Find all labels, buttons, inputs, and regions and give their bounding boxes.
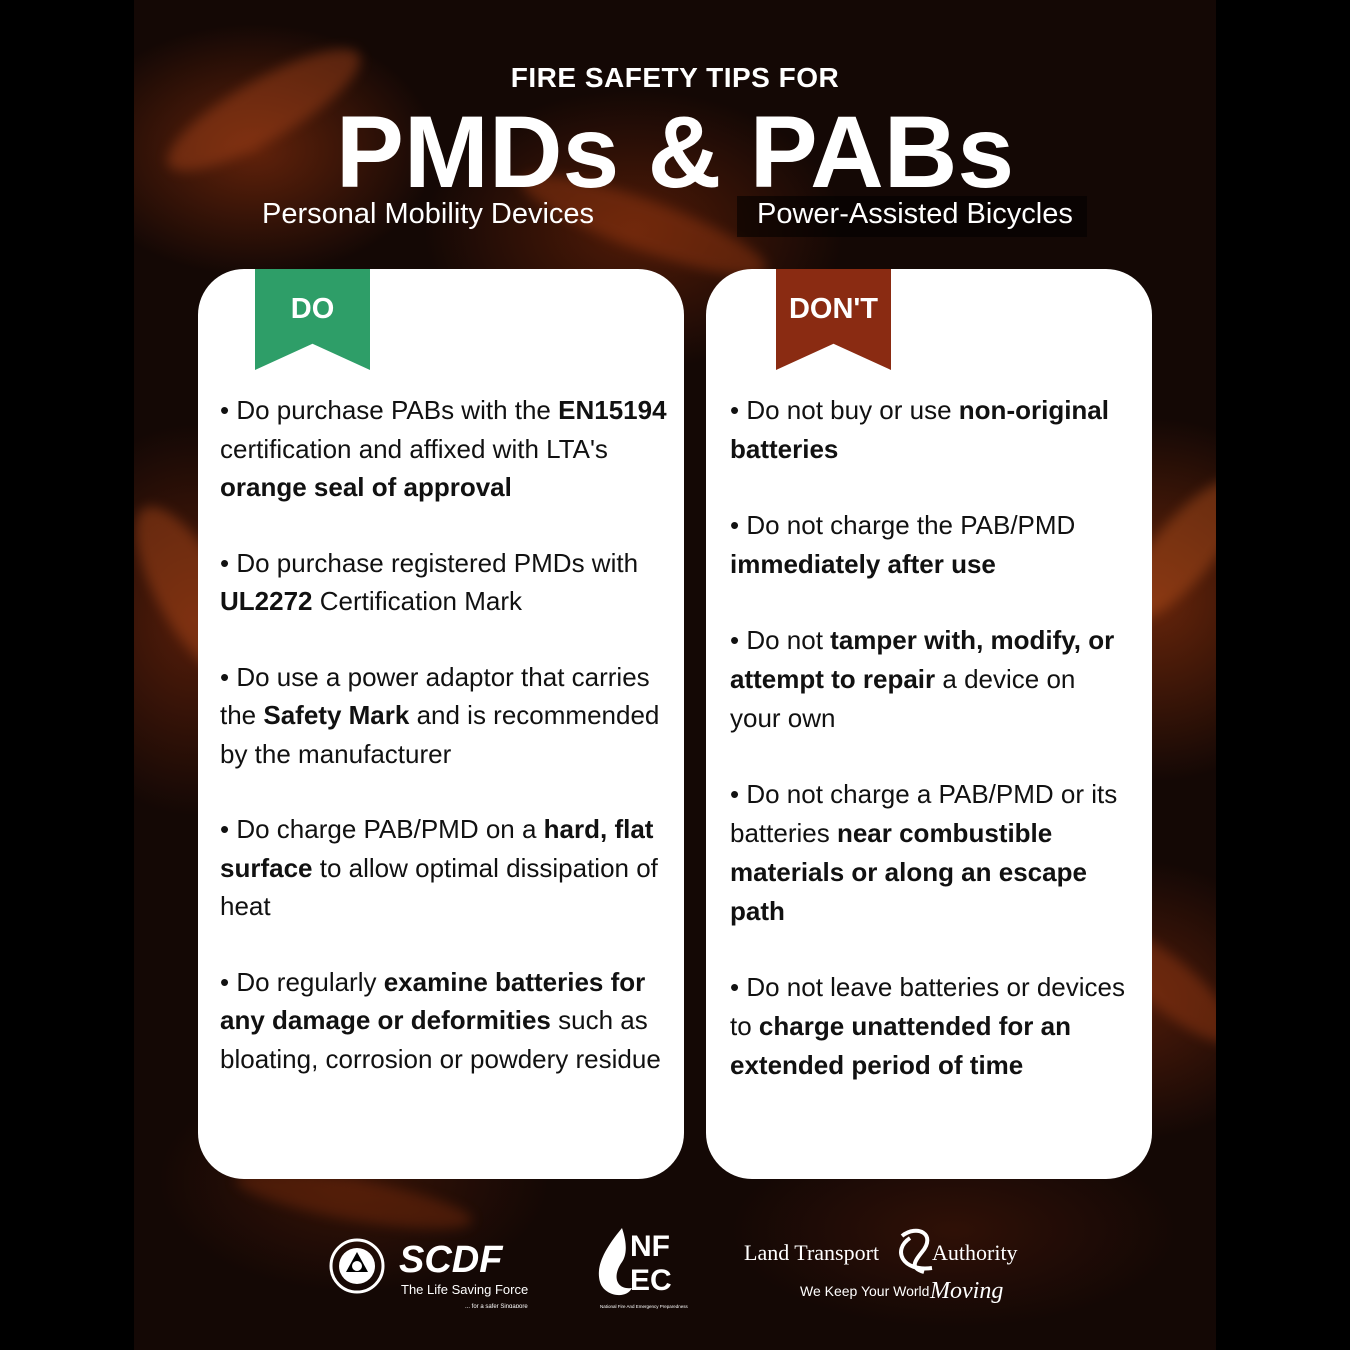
- dont-item: • Do not charge a PAB/PMD or its batteri…: [730, 779, 1118, 926]
- nfec-logo: NF EC National Fire And Emergency Prepar…: [592, 1218, 704, 1314]
- lta-slogan: We Keep Your World: [800, 1283, 929, 1299]
- dont-item: • Do not buy or use non-original batteri…: [730, 395, 1109, 464]
- nfec-bottom-text: EC: [630, 1264, 672, 1297]
- lta-right-text: Authority: [932, 1240, 1018, 1265]
- dont-ribbon: DON'T: [776, 269, 891, 370]
- nfec-top-text: NF: [630, 1230, 670, 1263]
- do-item: • Do regularly examine batteries for any…: [220, 966, 661, 1074]
- scdf-small-tagline: ... for a safer Singapore: [465, 1304, 528, 1308]
- pmd-label: Personal Mobility Devices: [262, 198, 595, 230]
- lta-logo: Land Transport Authority We Keep Your Wo…: [742, 1224, 1032, 1308]
- dont-item: • Do not leave batteries or devices to c…: [730, 972, 1125, 1080]
- dont-item: • Do not tamper with, modify, or attempt…: [730, 625, 1115, 733]
- lta-slogan-script: Moving: [929, 1278, 1003, 1304]
- do-item: • Do purchase registered PMDs with UL227…: [220, 547, 639, 617]
- poster-subtitle: FIRE SAFETY TIPS FOR: [510, 62, 840, 93]
- scdf-logo: SCDF The Life Saving Force ... for a saf…: [327, 1228, 537, 1310]
- lta-left-text: Land Transport: [744, 1240, 879, 1265]
- do-ribbon: DO: [255, 269, 370, 370]
- pab-label: Power-Assisted Bicycles: [737, 196, 1087, 237]
- do-item: • Do purchase PABs with the EN15194 cert…: [220, 395, 667, 502]
- dont-card: DON'T • Do not buy or use non-original b…: [706, 269, 1152, 1179]
- do-item: • Do use a power adaptor that carries th…: [220, 661, 660, 769]
- nfec-caption: National Fire And Emergency Preparedness…: [600, 1304, 688, 1309]
- do-item: • Do charge PAB/PMD on a hard, flat surf…: [220, 814, 658, 921]
- partner-logos: SCDF The Life Saving Force ... for a saf…: [134, 1218, 1216, 1318]
- do-list: • Do purchase PABs with the EN15194 cert…: [220, 391, 670, 1115]
- poster-title: PMDs & PABs: [335, 95, 1015, 209]
- scdf-tagline: The Life Saving Force: [401, 1282, 528, 1297]
- scdf-wordmark: SCDF: [399, 1239, 504, 1281]
- dont-item: • Do not charge the PAB/PMD immediately …: [730, 510, 1076, 579]
- poster-background: FIRE SAFETY TIPS FOR PMDs & PABs Persona…: [134, 0, 1216, 1350]
- do-card: DO • Do purchase PABs with the EN15194 c…: [198, 269, 684, 1179]
- dont-list: • Do not buy or use non-original batteri…: [730, 391, 1130, 1122]
